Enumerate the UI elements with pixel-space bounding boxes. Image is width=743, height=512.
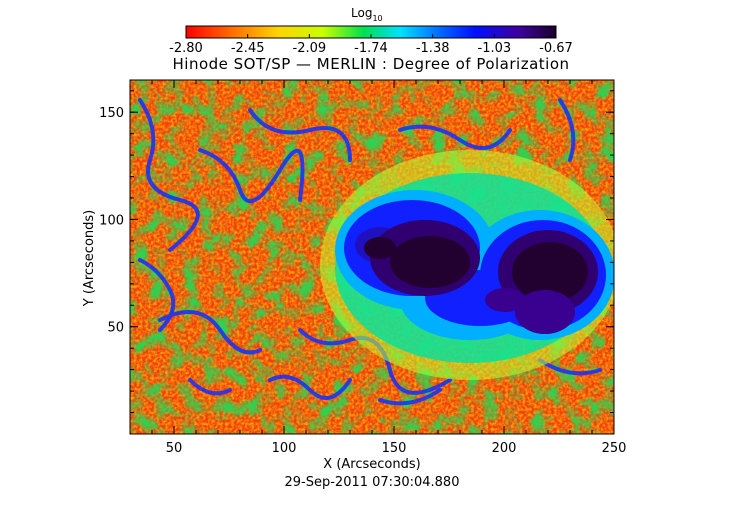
- x-axis-title: X (Arcseconds): [323, 457, 420, 472]
- sunspot-region: [320, 150, 614, 380]
- colorbar-tick-label: -1.03: [478, 41, 512, 56]
- x-axis: 50 100 150 200 250: [129, 80, 627, 456]
- colorbar-tick-label: -0.67: [539, 41, 573, 56]
- x-tick-label: 150: [382, 441, 407, 456]
- x-tick-label: 50: [166, 441, 183, 456]
- colorbar: Log10 -2.80 -2.45 -2.09 -1.74 -1.38 -1.03 -0.6…: [169, 6, 573, 56]
- x-tick-label: 200: [492, 441, 517, 456]
- observation-timestamp: 29-Sep-2011 07:30:04.880: [285, 475, 460, 490]
- colorbar-tick-label: -2.45: [231, 41, 265, 56]
- polarization-map: [130, 80, 614, 434]
- colorbar-tick-label: -1.74: [354, 41, 388, 56]
- y-axis: 50 100 150: [99, 90, 614, 414]
- y-axis-title: Y (Arcseconds): [82, 210, 97, 307]
- colorbar-tick-label: -2.09: [293, 41, 327, 56]
- colorbar-tick-label: -2.80: [169, 41, 203, 56]
- colorbar-label: Log10: [351, 6, 383, 23]
- y-tick-label: 100: [99, 213, 124, 228]
- y-tick-label: 150: [99, 106, 124, 121]
- colorbar-ticks: -2.80 -2.45 -2.09 -1.74 -1.38 -1.03 -0.67: [169, 34, 573, 56]
- x-tick-label: 100: [272, 441, 297, 456]
- plot-title: Hinode SOT/SP — MERLIN : Degree of Polar…: [173, 55, 570, 73]
- colorbar-tick-label: -1.38: [416, 41, 450, 56]
- x-tick-label: 250: [602, 441, 627, 456]
- y-tick-label: 50: [107, 321, 124, 336]
